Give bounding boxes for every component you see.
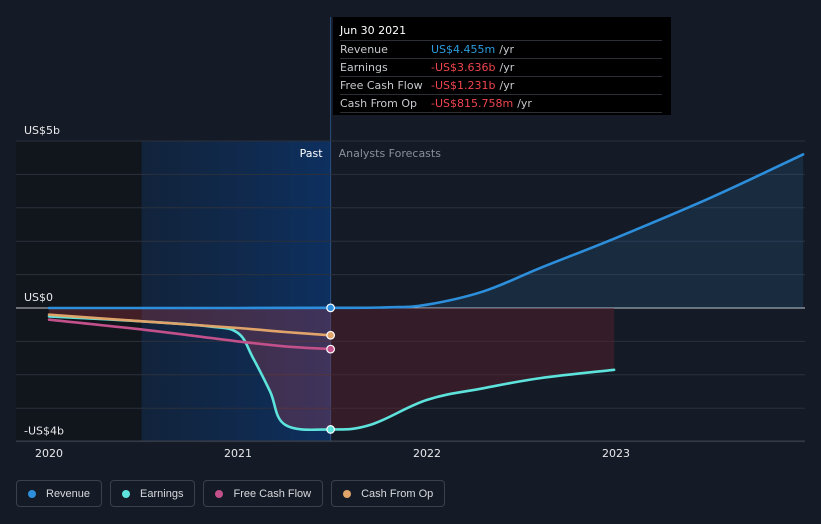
forecast-label: Analysts Forecasts bbox=[339, 147, 442, 160]
tooltip-label: Cash From Op bbox=[340, 97, 418, 110]
tooltip-value: -US$3.636b bbox=[431, 61, 496, 74]
tooltip-value: -US$1.231b bbox=[431, 79, 496, 92]
revenue-line bbox=[47, 153, 805, 310]
tooltip-unit: /yr bbox=[499, 43, 514, 56]
tooltip-label: Earnings bbox=[340, 61, 388, 74]
revenue-current-point[interactable] bbox=[326, 303, 336, 313]
past-region bbox=[141, 141, 331, 441]
cash-from-op-current-point[interactable] bbox=[326, 330, 336, 340]
cash-from-op-dot-icon bbox=[343, 489, 352, 498]
tooltip-value: US$4.455m bbox=[431, 43, 496, 56]
free-cash-flow-current-point[interactable] bbox=[326, 344, 336, 354]
data-points[interactable] bbox=[326, 303, 336, 434]
tooltip-unit: /yr bbox=[499, 61, 515, 74]
y-tick-label: -US$4b bbox=[24, 425, 64, 438]
x-tick-label: 2022 bbox=[413, 447, 441, 460]
axis-labels: US$5b US$0 -US$4b 2020 2021 2022 2023 Past Analy… bbox=[24, 124, 630, 460]
free-cash-flow-line bbox=[47, 318, 332, 351]
legend-earnings-button[interactable]: Earnings bbox=[110, 480, 196, 507]
tooltip-row-revenue: Revenue US$4.455m /yr bbox=[340, 40, 662, 58]
chart-background bbox=[16, 17, 332, 441]
earnings-past-negative-area bbox=[49, 308, 331, 430]
earnings-current-point[interactable] bbox=[326, 425, 336, 434]
series-lines bbox=[47, 153, 805, 432]
legend-label: Cash From Op bbox=[361, 487, 434, 500]
earnings-dot-icon bbox=[122, 489, 131, 498]
tooltip-row-free-cash-flow: Free Cash Flow -US$1.231b /yr bbox=[340, 76, 662, 94]
chart-legend: Revenue Earnings Free Cash Flow Cash Fro… bbox=[16, 480, 446, 507]
legend-cash-from-op-button[interactable]: Cash From Op bbox=[331, 480, 446, 507]
area-fills bbox=[49, 154, 804, 430]
past-label: Past bbox=[300, 147, 324, 160]
tooltip-value: -US$815.758m bbox=[431, 97, 514, 110]
gridlines bbox=[16, 140, 805, 443]
tooltip-label: Revenue bbox=[340, 43, 388, 56]
free-cash-flow-dot-icon bbox=[215, 489, 224, 498]
x-tick-label: 2023 bbox=[602, 447, 630, 460]
pre-past-band bbox=[16, 141, 142, 441]
tooltip-row-cash-from-op: Cash From Op -US$815.758m /yr bbox=[340, 94, 662, 113]
tooltip-date: Jun 30 2021 bbox=[340, 24, 407, 37]
chart-tooltip: Jun 30 2021 Revenue US$4.455m /yr Earnin… bbox=[333, 17, 671, 115]
y-tick-label: US$0 bbox=[24, 291, 53, 304]
legend-label: Earnings bbox=[140, 487, 184, 500]
revenue-dot-icon bbox=[28, 489, 36, 498]
earnings-forecast-negative-area bbox=[330, 308, 615, 430]
legend-free-cash-flow-button[interactable]: Free Cash Flow bbox=[203, 480, 324, 507]
tooltip-label: Free Cash Flow bbox=[340, 79, 423, 92]
x-tick-label: 2020 bbox=[35, 447, 63, 460]
tooltip-row-earnings: Earnings -US$3.636b /yr bbox=[340, 58, 662, 76]
tooltip-unit: /yr bbox=[499, 79, 515, 92]
legend-label: Free Cash Flow bbox=[233, 487, 312, 500]
legend-revenue-button[interactable]: Revenue bbox=[16, 480, 103, 507]
y-tick-label: US$5b bbox=[24, 124, 60, 137]
legend-label: Revenue bbox=[46, 487, 91, 500]
revenue-forecast-area bbox=[330, 154, 804, 308]
tooltip-unit: /yr bbox=[517, 97, 532, 110]
x-tick-label: 2021 bbox=[224, 447, 252, 460]
cash-from-op-line bbox=[47, 313, 332, 337]
